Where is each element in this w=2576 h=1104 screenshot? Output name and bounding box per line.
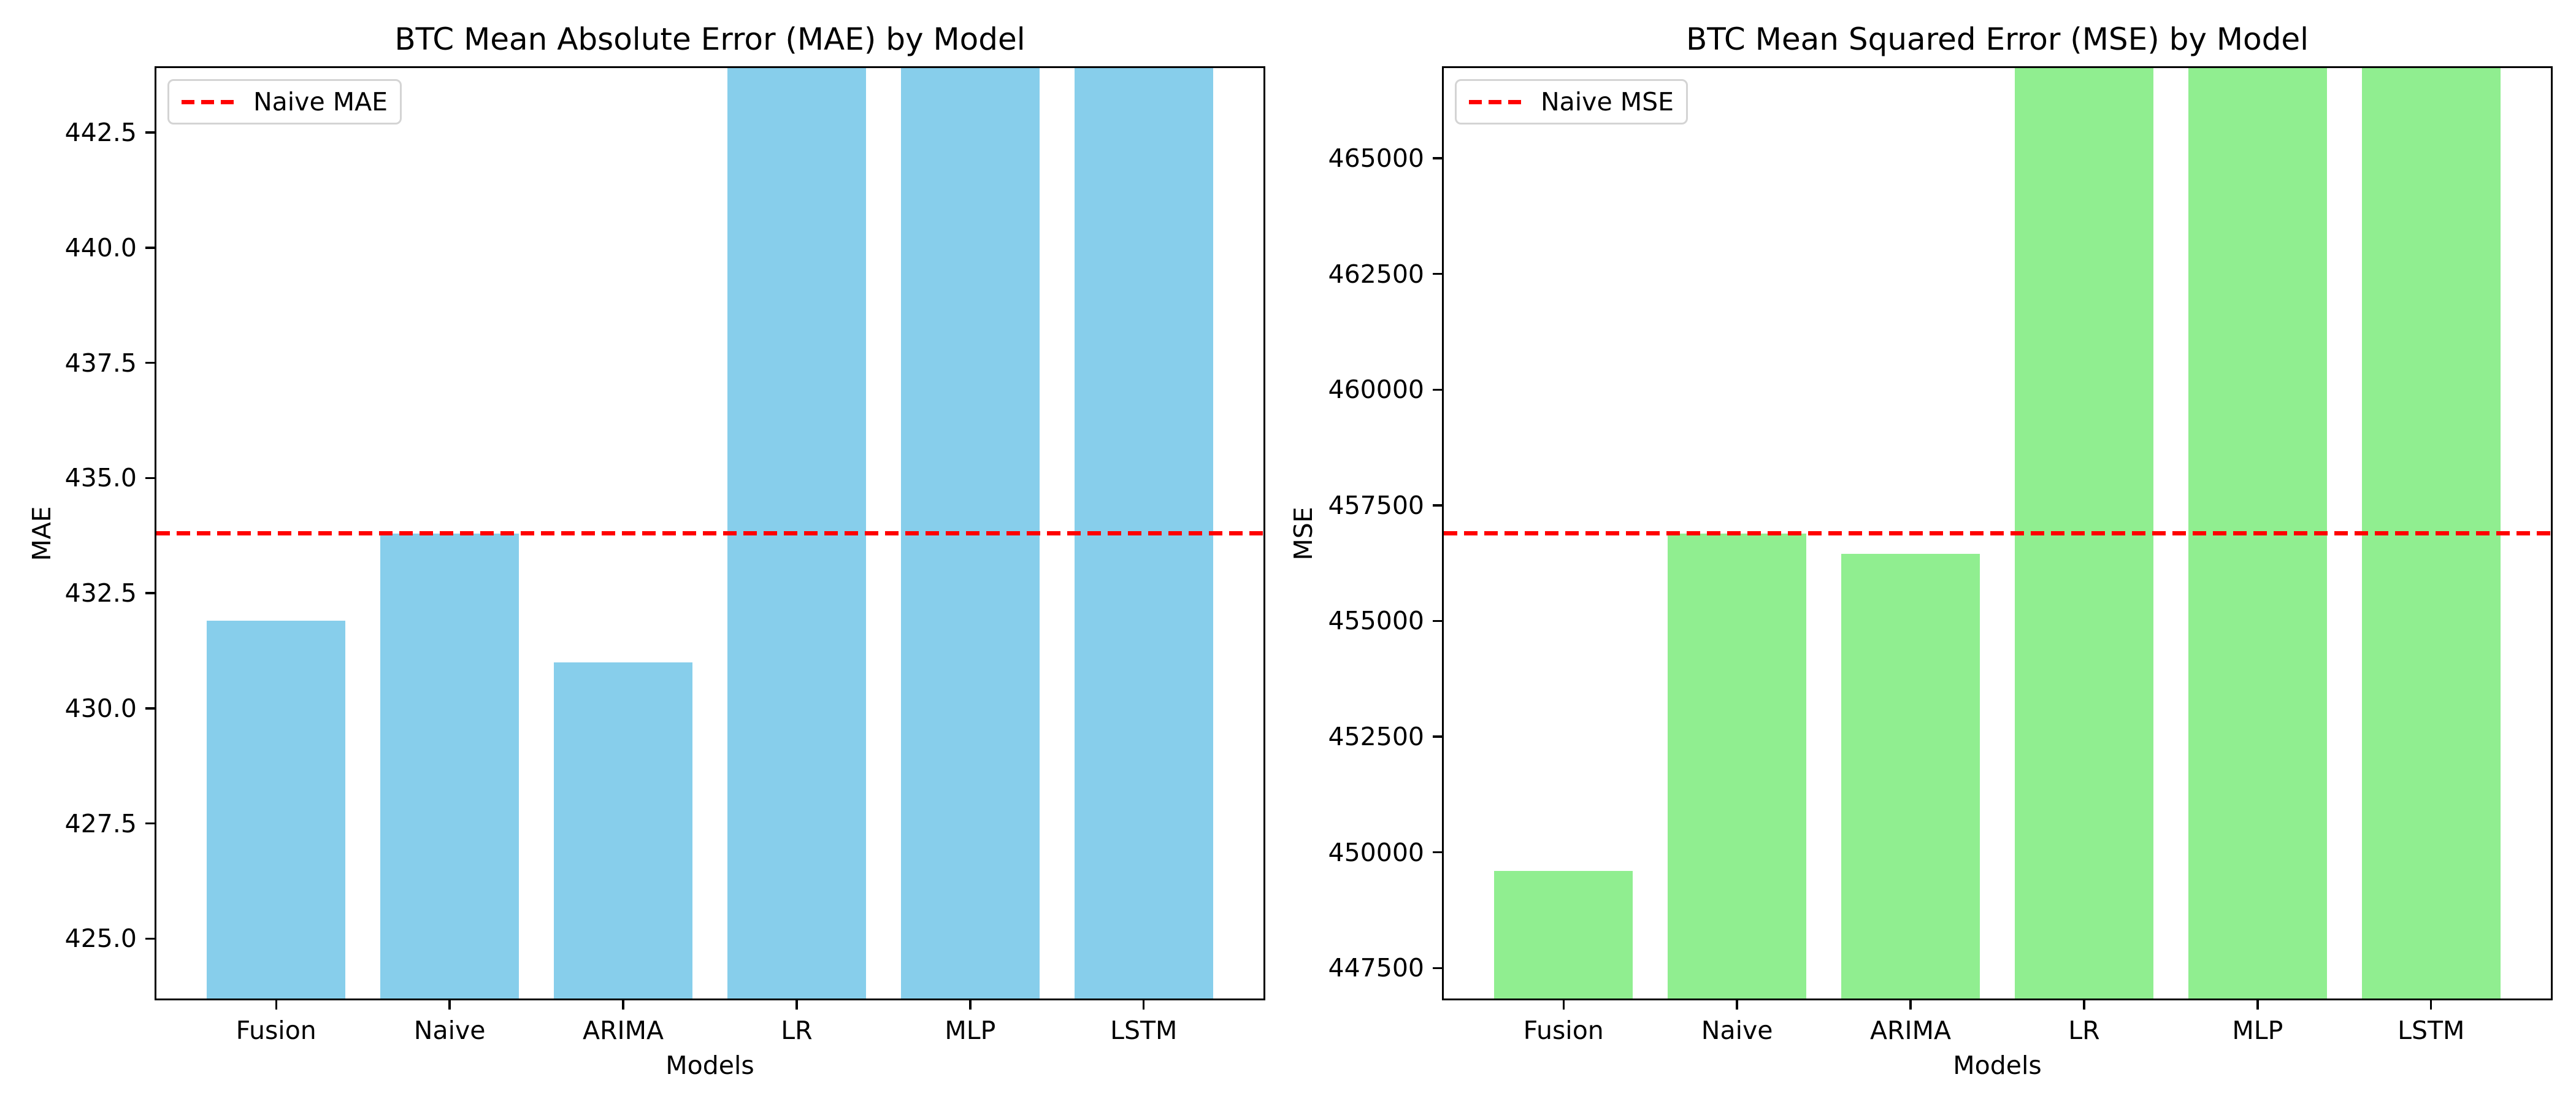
- y-tick-label: 425.0: [64, 924, 137, 954]
- dashed-line-legend-sample: [1469, 99, 1521, 104]
- bar-mlp: [900, 68, 1040, 999]
- x-tick: [275, 1000, 277, 1010]
- y-tick: [145, 707, 155, 710]
- y-tick-label: 447500: [1328, 953, 1424, 983]
- dashed-line-legend-sample: [182, 99, 234, 104]
- y-tick-label: 440.0: [64, 232, 137, 263]
- y-tick: [145, 477, 155, 480]
- y-tick-label: 437.5: [64, 348, 137, 378]
- x-tick: [1143, 1000, 1145, 1010]
- bar-fusion: [207, 621, 346, 999]
- x-tick-label: LSTM: [1110, 1016, 1178, 1045]
- y-tick: [145, 592, 155, 594]
- y-tick: [145, 822, 155, 825]
- x-axis-label: Models: [665, 1051, 754, 1080]
- x-tick: [2083, 1000, 2085, 1010]
- y-tick: [1432, 967, 1442, 969]
- x-tick: [1909, 1000, 1912, 1010]
- bar-lr: [2014, 68, 2154, 999]
- y-tick: [1432, 735, 1442, 738]
- y-tick-label: 457500: [1328, 490, 1424, 520]
- x-axis-label: Models: [1953, 1051, 2042, 1080]
- bar-lstm: [2361, 68, 2501, 999]
- x-tick: [969, 1000, 972, 1010]
- naive-reference-line: [156, 531, 1263, 535]
- legend: Naive MAE: [167, 79, 402, 125]
- bar-arima: [553, 662, 693, 999]
- mse-plot-area: BTC Mean Squared Error (MSE) by Model MS…: [1289, 21, 2553, 1080]
- y-tick-label: 432.5: [64, 578, 137, 608]
- x-tick: [1562, 1000, 1565, 1010]
- y-tick: [145, 361, 155, 364]
- y-tick-label: 462500: [1328, 259, 1424, 289]
- y-tick: [1432, 272, 1442, 275]
- naive-reference-line: [1444, 531, 2551, 536]
- x-tick-label: Fusion: [236, 1016, 316, 1045]
- x-tick-label: Fusion: [1523, 1016, 1604, 1045]
- y-tick: [1432, 504, 1442, 507]
- y-tick: [1432, 619, 1442, 623]
- x-tick: [622, 1000, 624, 1010]
- x-tick: [1736, 1000, 1738, 1010]
- x-tick-label: MLP: [2232, 1016, 2283, 1045]
- chart-title: BTC Mean Squared Error (MSE) by Model: [1686, 21, 2309, 57]
- legend-label: Naive MAE: [253, 87, 388, 117]
- x-tick-label: MLP: [945, 1016, 996, 1045]
- y-tick: [145, 131, 155, 134]
- y-tick-label: 460000: [1328, 375, 1424, 405]
- y-tick-label: 452500: [1328, 722, 1424, 752]
- y-axis-label: MAE: [27, 505, 56, 561]
- y-tick-label: 430.0: [64, 693, 137, 723]
- bar-mlp: [2188, 68, 2328, 999]
- x-tick: [2256, 1000, 2259, 1010]
- y-tick: [145, 247, 155, 249]
- y-tick-label: 442.5: [64, 118, 137, 148]
- x-tick-label: Naive: [1701, 1016, 1773, 1045]
- legend-label: Naive MSE: [1541, 87, 1674, 117]
- y-tick: [1432, 851, 1442, 854]
- x-tick-label: LR: [781, 1016, 813, 1045]
- y-tick-label: 455000: [1328, 606, 1424, 636]
- x-tick-label: ARIMA: [1870, 1016, 1952, 1045]
- x-tick-label: LSTM: [2398, 1016, 2465, 1045]
- bar-lr: [727, 68, 867, 999]
- legend: Naive MSE: [1455, 79, 1689, 125]
- y-axis-label: MSE: [1289, 506, 1318, 561]
- x-tick: [795, 1000, 798, 1010]
- y-tick-label: 435.0: [64, 463, 137, 493]
- x-tick: [2430, 1000, 2432, 1010]
- x-tick-label: ARIMA: [583, 1016, 664, 1045]
- y-tick-label: 465000: [1328, 144, 1424, 174]
- y-tick: [1432, 157, 1442, 159]
- y-tick: [1432, 388, 1442, 391]
- chart-title: BTC Mean Absolute Error (MAE) by Model: [394, 21, 1025, 57]
- y-tick: [145, 937, 155, 940]
- bar-naive: [380, 533, 519, 999]
- x-tick-label: Naive: [413, 1016, 486, 1045]
- y-tick-label: 450000: [1328, 837, 1424, 867]
- x-tick: [448, 1000, 451, 1010]
- bar-lstm: [1074, 68, 1213, 999]
- bar-arima: [1841, 554, 1980, 999]
- y-tick-label: 427.5: [64, 808, 137, 838]
- mae-plot-area: BTC Mean Absolute Error (MAE) by Model M…: [27, 21, 1265, 1080]
- bar-fusion: [1494, 870, 1633, 999]
- bar-naive: [1667, 533, 1807, 999]
- x-tick-label: LR: [2068, 1016, 2100, 1045]
